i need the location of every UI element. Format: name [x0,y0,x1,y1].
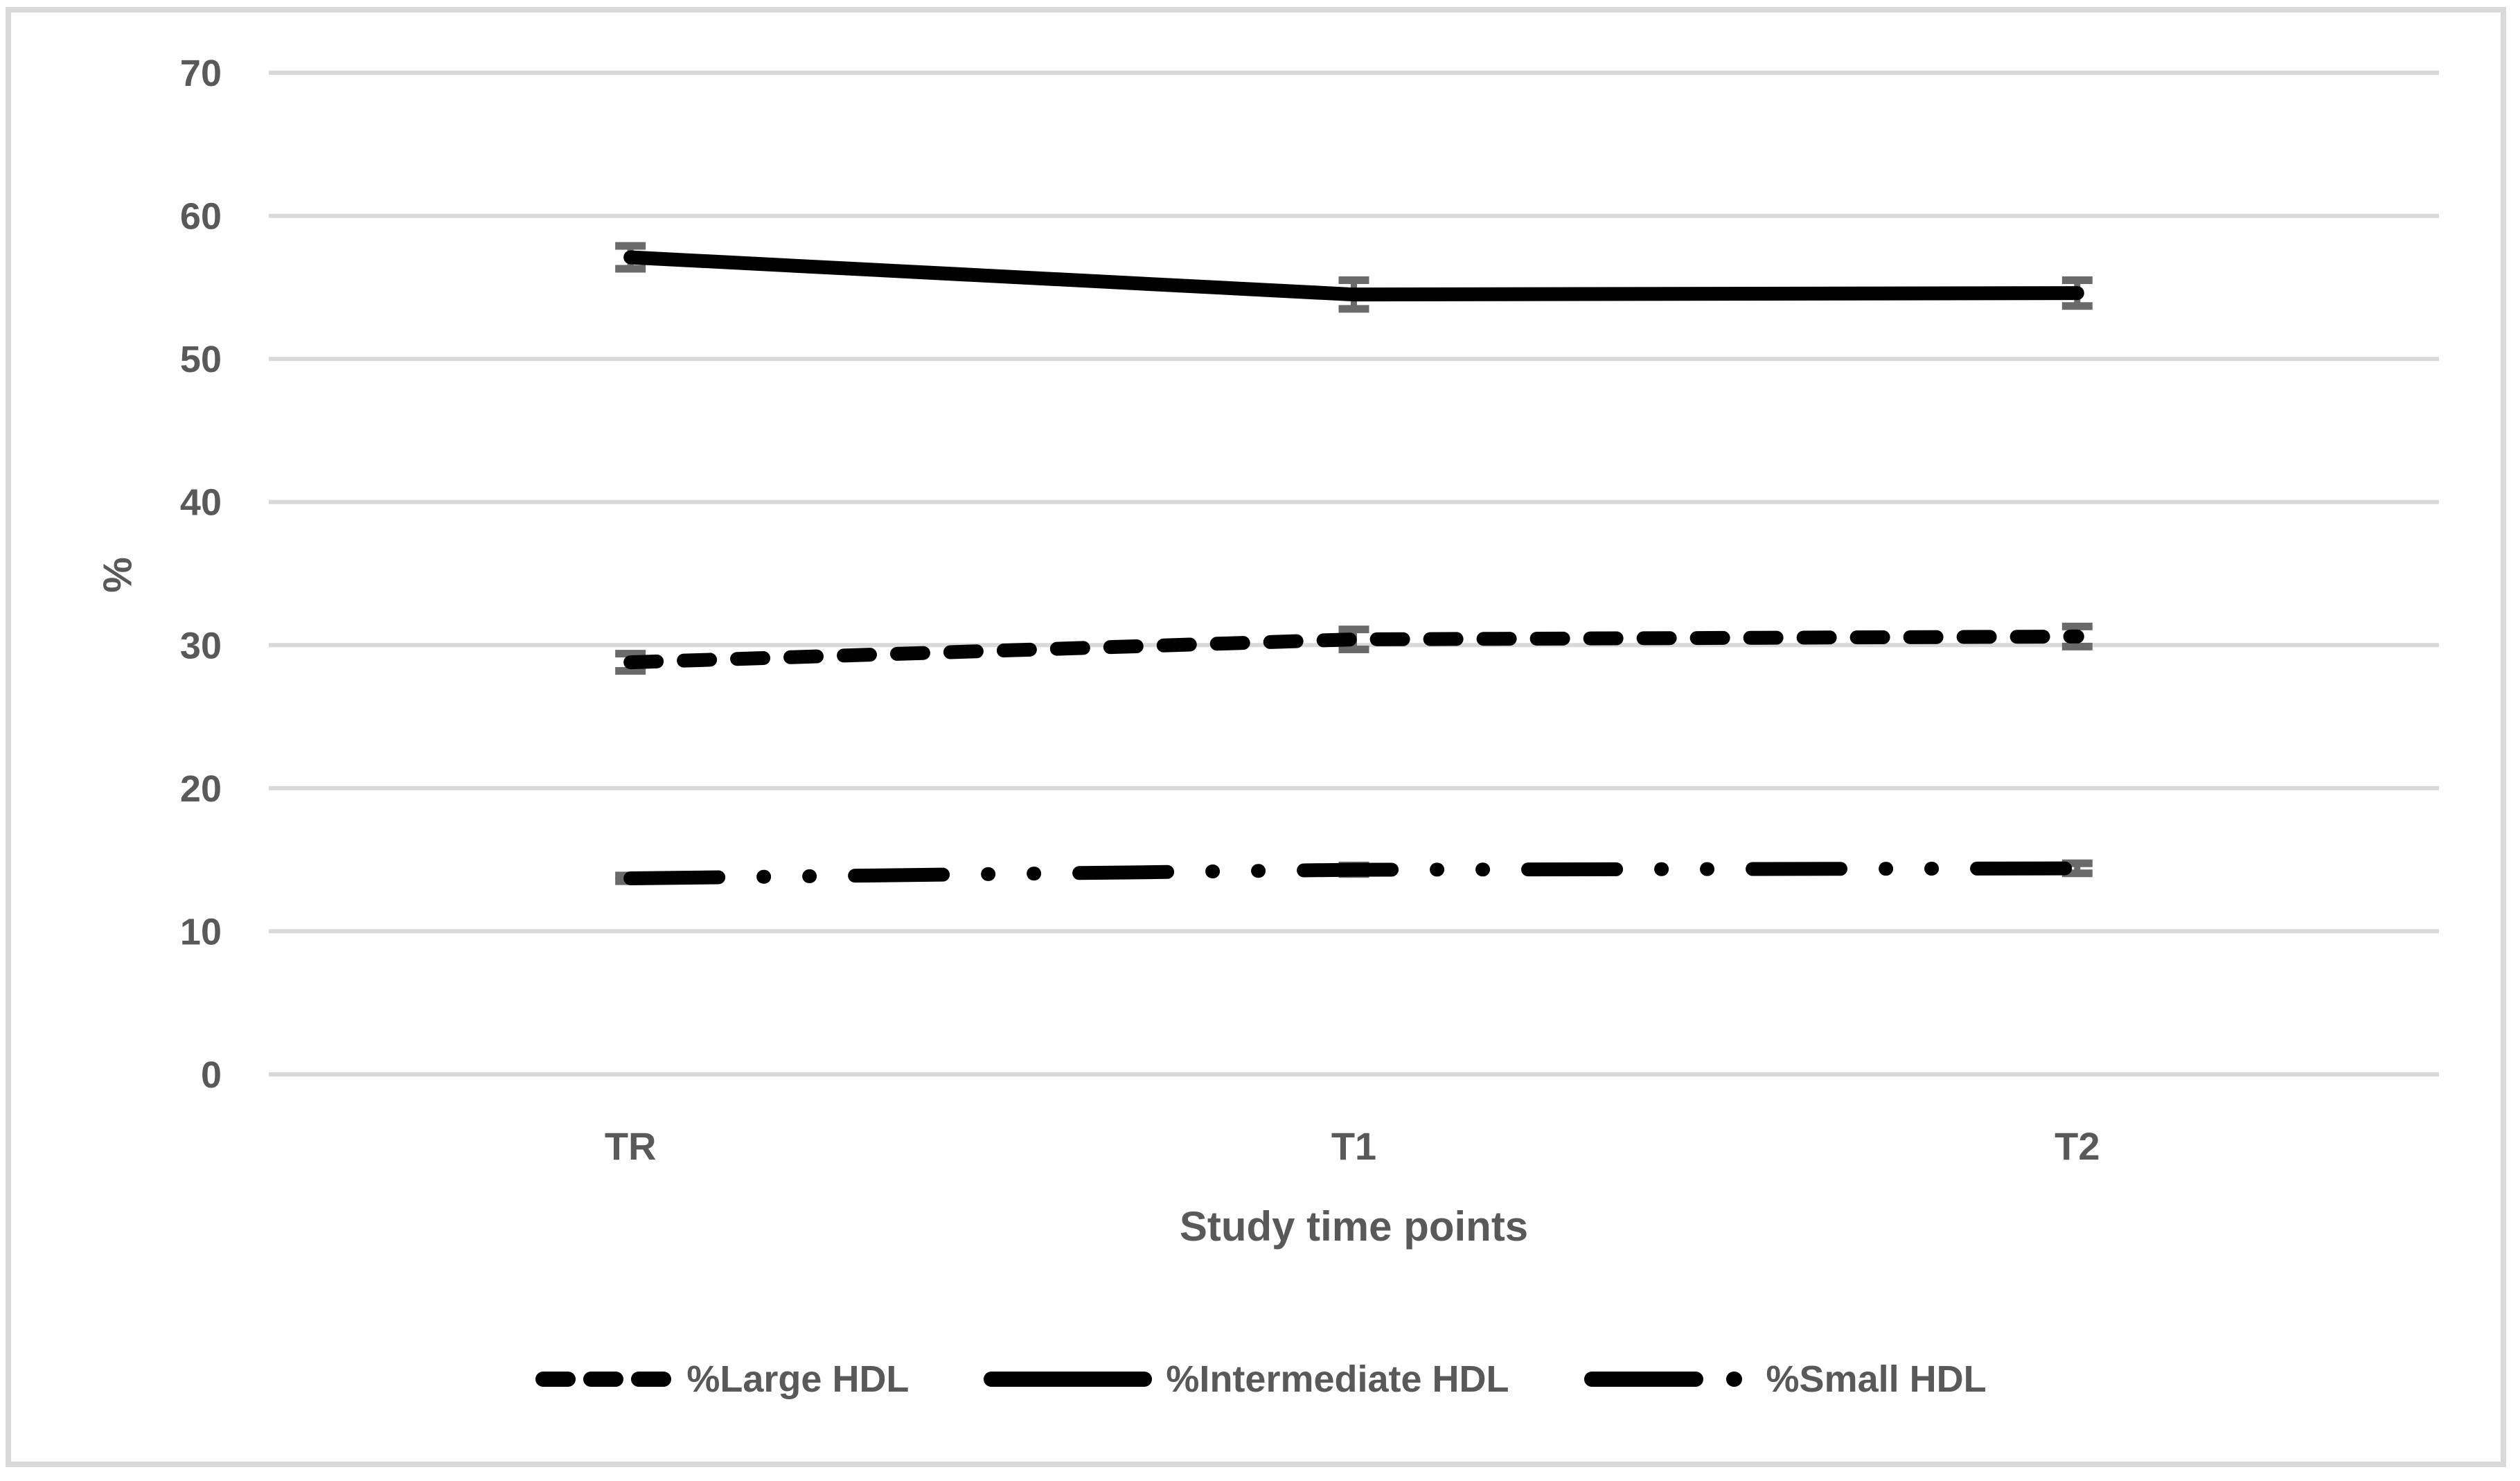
y-tick-label-10: 10 [180,911,222,952]
series-line-intermediate-hdl [623,250,2084,302]
legend-label: %Large HDL [686,1358,909,1400]
dashed-line-swatch-icon [535,1372,673,1387]
x-axis-title: Study time points [1179,1203,1529,1250]
legend-item-small-hdl: %Small HDL [1582,1358,1987,1401]
long-dash-dot-swatch-icon [1583,1372,1753,1387]
y-tick-label-70: 70 [180,53,222,94]
solid-line-swatch-icon [984,1372,1153,1387]
y-tick-label-40: 40 [180,482,222,524]
y-tick-label-20: 20 [180,768,222,810]
y-axis-title: % [95,557,141,593]
x-tick-label-t2: T2 [2055,1124,2100,1168]
series-line-small-hdl [623,861,2084,885]
legend: %Large HDL %Intermediate HDL %Small HDL [0,1358,2520,1401]
y-tick-label-30: 30 [180,625,222,666]
legend-label: %Small HDL [1766,1358,1987,1400]
legend-label: %Intermediate HDL [1166,1358,1509,1400]
y-tick-label-50: 50 [180,339,222,380]
legend-item-large-hdl: %Large HDL [533,1358,909,1401]
x-tick-label-t1: T1 [1331,1124,1376,1168]
y-tick-label-60: 60 [180,196,222,238]
series-line-large-hdl [623,629,2084,670]
y-tick-label-0: 0 [201,1054,222,1096]
legend-item-intermediate-hdl: %Intermediate HDL [982,1358,1509,1401]
x-tick-label-tr: TR [605,1124,657,1168]
